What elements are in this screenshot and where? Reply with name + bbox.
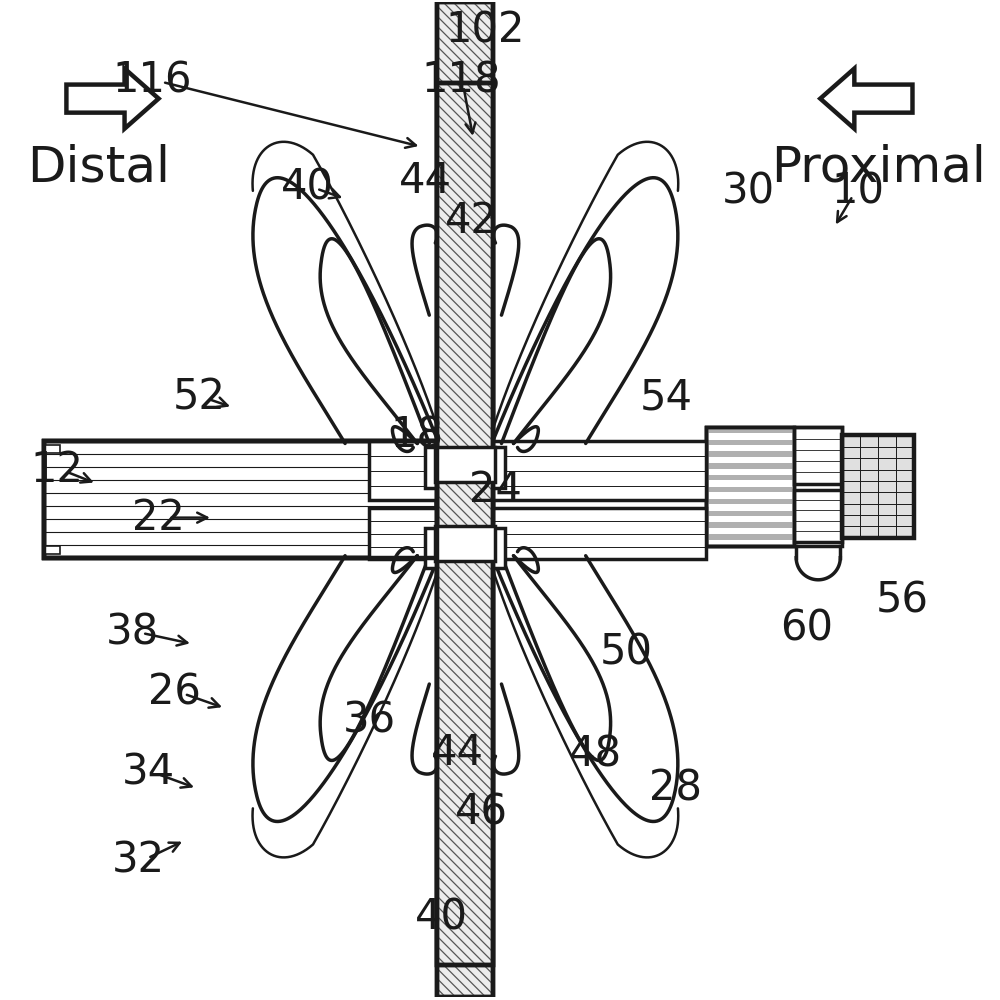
Bar [706, 428, 842, 546]
Bar [437, 83, 493, 965]
Bar [44, 446, 60, 454]
Text: 46: 46 [455, 791, 508, 833]
Text: 48: 48 [569, 733, 622, 775]
Bar [44, 546, 60, 554]
Text: 118: 118 [422, 60, 501, 102]
Text: 22: 22 [132, 497, 185, 539]
Bar [706, 464, 794, 469]
Bar [437, 83, 493, 965]
Bar [369, 509, 437, 560]
Text: 26: 26 [148, 671, 201, 713]
Bar [493, 442, 706, 501]
Text: 10: 10 [832, 170, 885, 212]
Text: Proximal: Proximal [771, 143, 986, 191]
Bar [706, 440, 794, 445]
Text: 42: 42 [445, 200, 498, 242]
Bar [45, 468, 437, 474]
Bar [44, 442, 437, 558]
Bar [425, 448, 505, 488]
Bar [842, 436, 914, 538]
Text: 40: 40 [280, 166, 333, 208]
Bar [369, 442, 437, 501]
Text: 102: 102 [446, 9, 525, 51]
Text: 44: 44 [399, 160, 452, 202]
Text: Distal: Distal [27, 143, 170, 191]
Text: 38: 38 [106, 611, 159, 653]
Bar [706, 428, 794, 546]
Text: 12: 12 [30, 449, 83, 491]
Bar [435, 447, 495, 482]
Bar [44, 442, 437, 558]
Bar [425, 528, 505, 568]
Bar [706, 475, 794, 481]
Bar [706, 452, 794, 457]
Text: 18: 18 [391, 415, 444, 457]
Polygon shape [820, 69, 912, 129]
Bar [706, 511, 794, 516]
Text: 60: 60 [780, 607, 833, 649]
Text: 44: 44 [431, 731, 484, 773]
Bar [437, 3, 493, 997]
Bar [437, 3, 493, 997]
Bar [45, 519, 437, 526]
Text: 34: 34 [122, 751, 175, 793]
Bar [706, 499, 794, 504]
Bar [794, 490, 842, 542]
Text: 56: 56 [876, 579, 929, 621]
Bar [794, 428, 842, 484]
Bar [706, 523, 794, 528]
Bar [706, 428, 794, 433]
Text: 32: 32 [112, 840, 165, 882]
Bar [706, 534, 794, 540]
Text: 36: 36 [343, 699, 396, 741]
Polygon shape [66, 69, 159, 129]
Text: 40: 40 [415, 896, 468, 938]
Text: 50: 50 [599, 631, 652, 673]
Bar [706, 487, 794, 492]
Text: 30: 30 [722, 170, 775, 212]
Text: 24: 24 [469, 469, 522, 511]
Text: 52: 52 [172, 377, 225, 419]
Bar [706, 428, 794, 546]
Bar [435, 526, 495, 561]
Text: 28: 28 [649, 767, 702, 809]
Text: 54: 54 [639, 377, 692, 419]
Bar [44, 442, 437, 558]
Text: 116: 116 [113, 60, 192, 102]
Bar [45, 494, 437, 500]
Bar [493, 509, 706, 560]
Bar [45, 545, 437, 552]
Bar [45, 442, 437, 448]
